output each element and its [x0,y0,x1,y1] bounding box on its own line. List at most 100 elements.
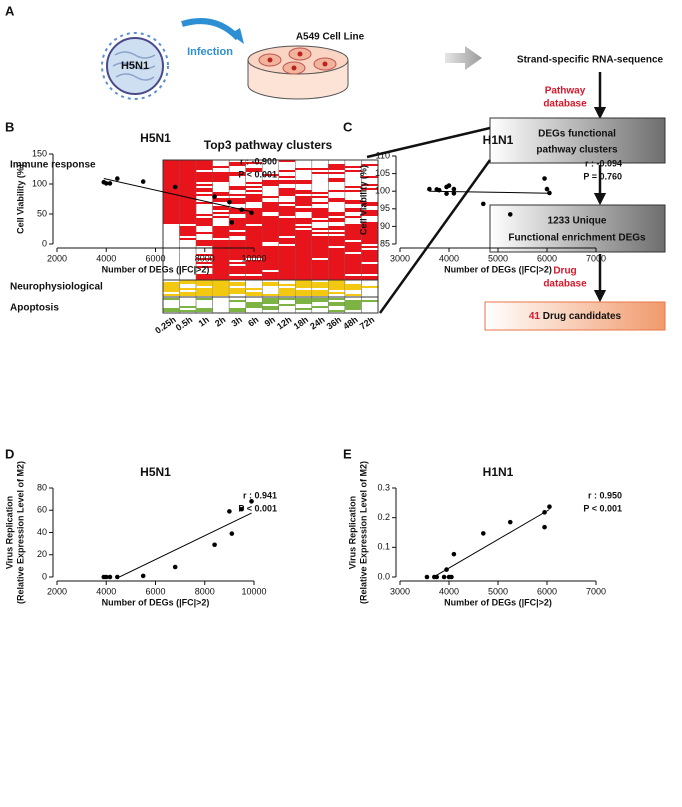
timepoint-label: 3h [230,314,244,328]
heatmap-cell [311,244,329,246]
heatmap-cell [311,276,329,278]
heatmap-cell [278,294,296,296]
point [544,186,550,192]
heatmap-cell [212,274,230,276]
heatmap-cell [196,232,213,234]
heatmap-cell [245,200,263,202]
heatmap-cell [262,220,279,222]
infection-arrowhead [230,28,244,44]
heatmap-cell [196,166,213,168]
y-tick-label: 0.2 [377,512,390,522]
heatmap-cell [295,168,312,170]
heatmap-cell [328,298,345,300]
timepoint-label: 9h [263,314,277,328]
heatmap-cell [278,242,296,244]
heatmap-cell [328,286,345,288]
heatmap-cell [245,222,263,224]
y-tick-label: 0.1 [377,542,390,552]
heatmap-cell [229,212,246,214]
heatmap-cell [295,250,312,252]
heatmap-cell [179,178,197,180]
heatmap-cell [262,174,279,176]
heatmap-cell [328,288,345,290]
panel-label: E [343,446,352,461]
point [449,574,454,580]
point [103,181,109,186]
cluster-label: Neurophysiological [10,282,103,293]
heatmap-cell [212,268,230,270]
point [227,509,232,514]
point [140,573,146,579]
heatmap-cell [295,276,312,278]
y-tick-label: 80 [37,482,47,492]
heatmap-cell [163,182,180,184]
heatmap-cell [278,268,296,270]
heatmap-cell [179,222,197,224]
heatmap-cell [262,210,279,212]
heatmap-cell [163,214,180,216]
heatmap-cell [229,278,246,280]
heatmap-cell [311,238,329,240]
heatmap-cell [278,278,296,280]
heatmap-cell [196,258,213,260]
heatmap-cell [212,254,230,256]
heatmap-cell [179,220,197,222]
heatmap-cell [328,256,345,258]
heatmap-cell [328,180,345,182]
heatmap-cell [344,260,362,262]
heatmap-cell [212,174,230,176]
annotation: P < 0.001 [238,169,277,179]
heatmap-cell [196,164,213,166]
heatmap-cell [361,224,378,226]
heatmap-cell [212,178,230,180]
y-axis-title: (Relative Expression Level of M2) [15,461,25,604]
heatmap-cell [245,260,263,262]
heatmap-cell [212,260,230,262]
dish-icon [247,45,349,100]
heatmap-cell [262,240,279,242]
heatmap-cell [295,272,312,274]
heatmap-cell [245,226,263,228]
heatmap-cell [212,262,230,264]
heatmap-cell [163,160,180,162]
heatmap-cell [179,212,197,214]
heatmap-cell [262,226,279,228]
heatmap-cell [361,202,378,204]
annotation: P = 0.760 [583,171,622,181]
heatmap-cell [163,202,180,204]
y-tick-label: 95 [380,203,390,213]
heatmap-cell [295,202,312,204]
heatmap-cell [361,210,378,212]
heatmap-cell [361,230,378,232]
heatmap-cell [179,230,197,232]
sequencing-label: Strand-specific RNA-sequence [517,55,664,66]
heatmap-cell [163,172,180,174]
heatmap-cell [212,272,230,274]
heatmap-cell [163,186,180,188]
heatmap-cell [262,258,279,260]
heatmap-cell [344,288,362,290]
heatmap-cell [344,190,362,192]
heatmap-cell [179,306,197,308]
infection-arrow [181,18,241,41]
heatmap-cell [229,194,246,196]
heatmap-cell [328,168,345,170]
heatmap-cell [295,248,312,250]
heatmap-cell [361,272,378,274]
heatmap-cell [295,284,312,286]
heatmap-cell [344,216,362,218]
heatmap-cell [179,210,197,212]
heatmap-cell [229,262,246,264]
heatmap-cell [229,186,246,188]
heatmap-cell [278,214,296,216]
heatmap-cell [295,256,312,258]
heatmap-cell [328,166,345,168]
heatmap-cell [229,218,246,220]
heatmap-cell [295,226,312,228]
heatmap-cell [245,292,263,294]
heatmap-cell [344,202,362,204]
heatmap-cell [311,264,329,266]
heatmap-cell [179,198,197,200]
box-text: DEGs functional [538,129,616,140]
